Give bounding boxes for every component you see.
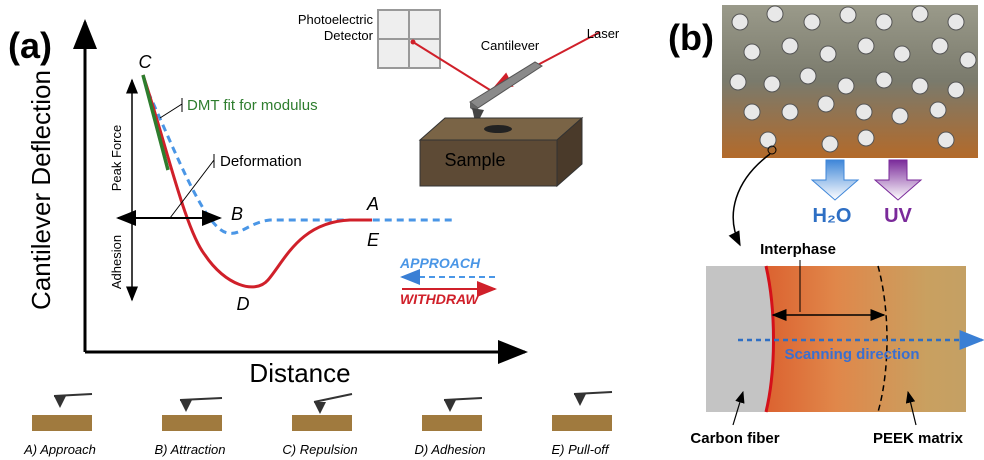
fiber bbox=[858, 130, 874, 146]
fiber bbox=[800, 68, 816, 84]
interphase-label: Interphase bbox=[760, 241, 836, 258]
matrix-label: PEEK matrix bbox=[873, 430, 964, 447]
fiber bbox=[858, 38, 874, 54]
fiber bbox=[894, 46, 910, 62]
point-label: D bbox=[237, 294, 250, 314]
fiber bbox=[948, 82, 964, 98]
point-label: A bbox=[366, 194, 379, 214]
fiber bbox=[782, 104, 798, 120]
fiber bbox=[948, 14, 964, 30]
stage-cantilever bbox=[314, 394, 352, 402]
fiber bbox=[782, 38, 798, 54]
stage-label: C) Repulsion bbox=[282, 442, 357, 457]
stage-label: E) Pull-off bbox=[551, 442, 609, 457]
point-label: E bbox=[367, 230, 380, 250]
fiber bbox=[938, 132, 954, 148]
stage-substrate bbox=[422, 415, 482, 431]
dmt-fit bbox=[143, 75, 168, 170]
fiber bbox=[732, 14, 748, 30]
fiber bbox=[960, 52, 976, 68]
stage-cantilever bbox=[54, 394, 92, 396]
fiber bbox=[912, 78, 928, 94]
y-axis-title: Cantilever Deflection bbox=[26, 70, 56, 310]
fiber bbox=[876, 14, 892, 30]
detector-label: Photoelectric bbox=[298, 12, 374, 27]
fiber bbox=[760, 132, 776, 148]
stage-tip bbox=[180, 400, 192, 412]
figure: (a) Cantilever Deflection Distance Peak … bbox=[0, 0, 984, 460]
point-label: B bbox=[231, 204, 243, 224]
stage-substrate bbox=[32, 415, 92, 431]
fiber bbox=[912, 6, 928, 22]
detector-label: Detector bbox=[324, 28, 374, 43]
agent-label: UV bbox=[884, 205, 912, 227]
fiber bbox=[820, 46, 836, 62]
uv-arrow bbox=[875, 160, 921, 200]
laser-label: Laser bbox=[587, 26, 620, 41]
fiber bbox=[804, 14, 820, 30]
scan-label: Scanning direction bbox=[784, 346, 919, 363]
fiber bbox=[876, 72, 892, 88]
deformation-label: Deformation bbox=[220, 153, 302, 170]
fiber bbox=[730, 74, 746, 90]
stage-substrate bbox=[162, 415, 222, 431]
adhesion-label: Adhesion bbox=[109, 235, 124, 289]
peak-force-label: Peak Force bbox=[109, 125, 124, 191]
fiber bbox=[744, 104, 760, 120]
stage-cantilever bbox=[574, 392, 612, 394]
fiber bbox=[892, 108, 908, 124]
sample-hole bbox=[484, 125, 512, 133]
stage-tip bbox=[574, 394, 586, 406]
stage-tip bbox=[444, 400, 456, 412]
stage-substrate bbox=[552, 415, 612, 431]
panel-label: (b) bbox=[668, 17, 714, 58]
fiber bbox=[818, 96, 834, 112]
stage-label: A) Approach bbox=[23, 442, 96, 457]
fiber bbox=[840, 7, 856, 23]
stages: A) Approach B) Attraction C) Repulsion D) A… bbox=[23, 392, 612, 457]
sample-label: Sample bbox=[444, 150, 505, 170]
legend-withdraw: WITHDRAW bbox=[400, 291, 480, 307]
legend-approach: APPROACH bbox=[399, 255, 481, 271]
fiber bbox=[930, 102, 946, 118]
h2o-arrow bbox=[812, 160, 858, 200]
x-axis-title: Distance bbox=[249, 358, 350, 388]
fiber bbox=[932, 38, 948, 54]
fiber bbox=[767, 6, 783, 22]
agent-label: H₂O bbox=[813, 205, 852, 227]
stage-label: D) Adhesion bbox=[414, 442, 485, 457]
dmt-label: DMT fit for modulus bbox=[187, 97, 318, 114]
fiber bbox=[838, 78, 854, 94]
stage-tip bbox=[54, 396, 66, 408]
laser-spot bbox=[411, 40, 416, 45]
stage-label: B) Attraction bbox=[154, 442, 225, 457]
stage-cantilever bbox=[180, 398, 222, 400]
fiber-label: Carbon fiber bbox=[690, 430, 779, 447]
stage-substrate bbox=[292, 415, 352, 431]
point-label: C bbox=[139, 52, 153, 72]
fiber bbox=[856, 104, 872, 120]
fiber bbox=[744, 44, 760, 60]
zoom-arrow bbox=[733, 154, 770, 245]
fiber bbox=[764, 76, 780, 92]
leader bbox=[160, 98, 182, 118]
fiber bbox=[822, 136, 838, 152]
cantilever-label: Cantilever bbox=[481, 38, 540, 53]
panel-label: (a) bbox=[8, 25, 52, 66]
stage-tip bbox=[314, 402, 326, 414]
stage-cantilever bbox=[444, 398, 482, 400]
